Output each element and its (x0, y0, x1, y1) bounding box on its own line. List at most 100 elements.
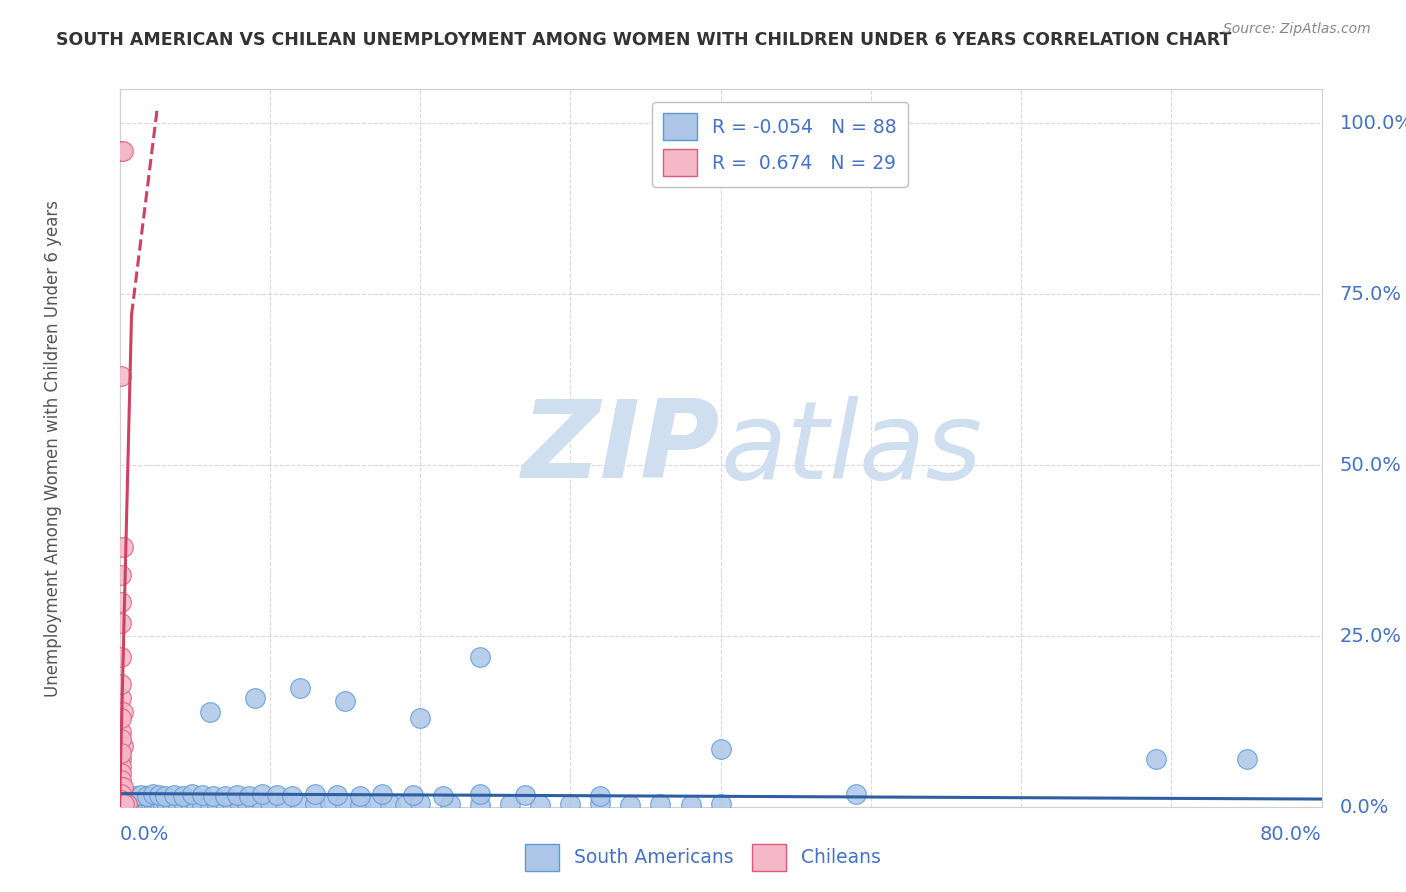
Text: 75.0%: 75.0% (1340, 285, 1402, 304)
Point (155, 796, 177, 810)
Point (110, 746, 132, 760)
Point (110, 759, 132, 773)
Point (110, 787, 132, 801)
Text: 50.0%: 50.0% (1340, 456, 1402, 475)
Point (468, 649, 492, 664)
Point (125, 797, 148, 812)
Point (110, 690, 132, 705)
Point (326, 788, 349, 802)
Point (304, 787, 326, 801)
Point (173, 797, 195, 811)
Point (112, 797, 135, 811)
Point (112, 797, 135, 811)
Point (110, 772, 132, 787)
Point (110, 766, 132, 780)
Point (198, 797, 221, 811)
Point (679, 797, 702, 812)
Point (110, 731, 132, 746)
Point (191, 788, 214, 802)
Text: 0.0%: 0.0% (1340, 797, 1389, 817)
Point (112, 797, 135, 811)
Point (135, 789, 157, 803)
Point (110, 595, 132, 609)
Point (236, 796, 259, 810)
Point (243, 690, 266, 705)
Point (252, 797, 274, 812)
Point (266, 788, 288, 802)
Text: Source: ZipAtlas.com: Source: ZipAtlas.com (1223, 22, 1371, 37)
Point (112, 788, 135, 802)
Point (146, 798, 169, 813)
Point (191, 798, 214, 813)
Point (214, 796, 236, 810)
Point (394, 797, 416, 812)
Point (110, 752, 132, 766)
Point (142, 787, 165, 801)
Point (162, 788, 184, 802)
Point (110, 725, 132, 739)
Point (111, 541, 134, 555)
Point (167, 797, 190, 812)
Text: atlas: atlas (720, 396, 983, 500)
Point (134, 797, 156, 812)
Point (153, 789, 176, 804)
Point (160, 797, 183, 811)
Point (619, 797, 641, 812)
Legend: South Americans, Chileans: South Americans, Chileans (517, 837, 889, 878)
Point (110, 567, 132, 582)
Point (274, 797, 297, 811)
Point (304, 797, 326, 811)
Point (709, 797, 731, 811)
Point (221, 797, 243, 811)
Point (110, 797, 132, 811)
Point (439, 797, 461, 811)
Point (118, 797, 141, 811)
Point (409, 711, 432, 725)
Point (499, 797, 522, 811)
Point (243, 797, 266, 811)
Point (110, 780, 132, 794)
Point (432, 789, 454, 803)
Point (364, 798, 387, 813)
Point (349, 789, 371, 803)
Point (124, 789, 146, 804)
Point (110, 369, 132, 384)
Legend: R = -0.054   N = 88, R =  0.674   N = 29: R = -0.054 N = 88, R = 0.674 N = 29 (652, 103, 908, 187)
Point (252, 787, 274, 801)
Point (143, 797, 166, 812)
Point (110, 677, 132, 691)
Point (560, 797, 582, 811)
Point (259, 796, 281, 810)
Point (198, 705, 221, 719)
Point (136, 798, 159, 813)
Point (409, 796, 432, 810)
Point (515, 788, 537, 802)
Point (110, 711, 132, 725)
Text: SOUTH AMERICAN VS CHILEAN UNEMPLOYMENT AMONG WOMEN WITH CHILDREN UNDER 6 YEARS C: SOUTH AMERICAN VS CHILEAN UNEMPLOYMENT A… (56, 31, 1232, 49)
Point (589, 796, 612, 810)
Point (468, 787, 492, 801)
Text: 25.0%: 25.0% (1340, 627, 1402, 646)
Point (378, 797, 401, 811)
Point (319, 796, 342, 810)
Point (238, 789, 260, 803)
Point (149, 797, 172, 811)
Point (129, 788, 152, 802)
Point (128, 796, 150, 810)
Point (122, 798, 145, 813)
Point (650, 797, 672, 811)
Text: 100.0%: 100.0% (1340, 114, 1406, 133)
Point (111, 739, 134, 753)
Point (139, 797, 162, 811)
Point (529, 797, 551, 812)
Point (115, 797, 138, 812)
Point (281, 789, 304, 803)
Point (186, 797, 208, 812)
Point (468, 797, 492, 812)
Point (288, 797, 311, 812)
Text: ZIP: ZIP (522, 395, 720, 501)
Point (111, 780, 134, 794)
Point (180, 787, 202, 801)
Point (225, 788, 247, 802)
Point (589, 789, 612, 803)
